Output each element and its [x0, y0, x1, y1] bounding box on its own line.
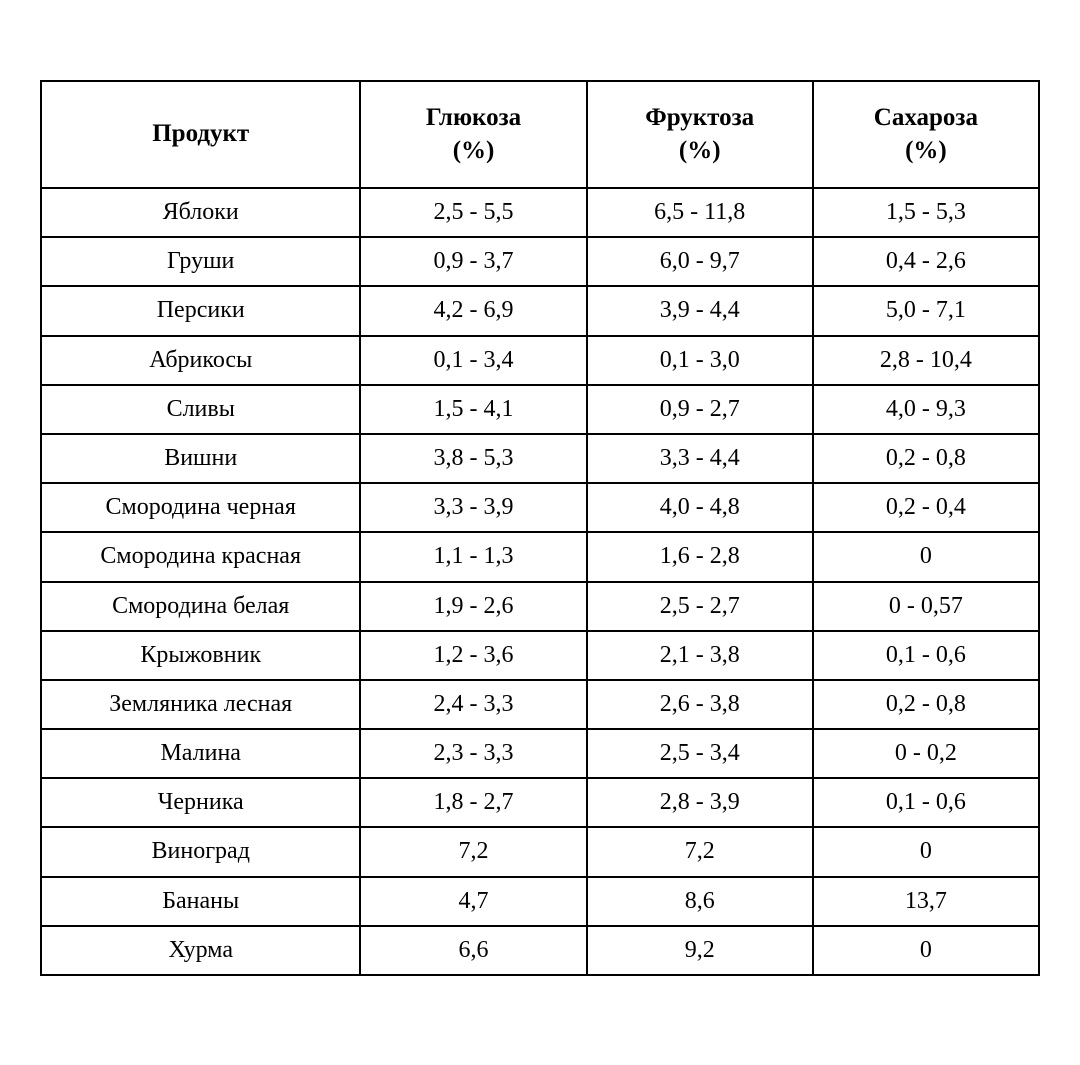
table-row: Абрикосы0,1 - 3,40,1 - 3,02,8 - 10,4: [41, 336, 1039, 385]
table-row: Смородина черная3,3 - 3,94,0 - 4,80,2 - …: [41, 483, 1039, 532]
table-row: Персики4,2 - 6,93,9 - 4,45,0 - 7,1: [41, 286, 1039, 335]
product-cell: Смородина белая: [41, 582, 360, 631]
value-cell: 7,2: [587, 827, 813, 876]
sugar-content-table: Продукт Глюкоза (%) Фруктоза (%) Сахароз…: [40, 80, 1040, 976]
product-cell: Малина: [41, 729, 360, 778]
value-cell: 0: [813, 532, 1039, 581]
value-cell: 0,2 - 0,8: [813, 680, 1039, 729]
header-glucose-unit: (%): [371, 135, 575, 168]
table-row: Черника1,8 - 2,72,8 - 3,90,1 - 0,6: [41, 778, 1039, 827]
value-cell: 2,5 - 3,4: [587, 729, 813, 778]
value-cell: 1,8 - 2,7: [360, 778, 586, 827]
value-cell: 5,0 - 7,1: [813, 286, 1039, 335]
value-cell: 2,8 - 10,4: [813, 336, 1039, 385]
product-cell: Смородина черная: [41, 483, 360, 532]
value-cell: 2,4 - 3,3: [360, 680, 586, 729]
product-cell: Вишни: [41, 434, 360, 483]
value-cell: 3,8 - 5,3: [360, 434, 586, 483]
table-row: Малина2,3 - 3,32,5 - 3,40 - 0,2: [41, 729, 1039, 778]
value-cell: 9,2: [587, 926, 813, 975]
value-cell: 6,6: [360, 926, 586, 975]
product-cell: Груши: [41, 237, 360, 286]
table-row: Хурма6,69,20: [41, 926, 1039, 975]
value-cell: 0,1 - 3,0: [587, 336, 813, 385]
product-cell: Виноград: [41, 827, 360, 876]
value-cell: 6,0 - 9,7: [587, 237, 813, 286]
value-cell: 0,2 - 0,8: [813, 434, 1039, 483]
value-cell: 6,5 - 11,8: [587, 188, 813, 237]
value-cell: 0,4 - 2,6: [813, 237, 1039, 286]
value-cell: 2,6 - 3,8: [587, 680, 813, 729]
value-cell: 4,0 - 9,3: [813, 385, 1039, 434]
value-cell: 2,3 - 3,3: [360, 729, 586, 778]
table-row: Яблоки2,5 - 5,56,5 - 11,81,5 - 5,3: [41, 188, 1039, 237]
table-row: Крыжовник1,2 - 3,62,1 - 3,80,1 - 0,6: [41, 631, 1039, 680]
header-fructose-label: Фруктоза: [645, 104, 754, 131]
table-body: Яблоки2,5 - 5,56,5 - 11,81,5 - 5,3Груши0…: [41, 188, 1039, 975]
product-cell: Хурма: [41, 926, 360, 975]
value-cell: 0 - 0,57: [813, 582, 1039, 631]
value-cell: 0: [813, 827, 1039, 876]
header-sucrose-unit: (%): [824, 135, 1028, 168]
product-cell: Земляника лесная: [41, 680, 360, 729]
header-sucrose-label: Сахароза: [874, 104, 978, 131]
value-cell: 8,6: [587, 877, 813, 926]
value-cell: 2,5 - 2,7: [587, 582, 813, 631]
value-cell: 0 - 0,2: [813, 729, 1039, 778]
product-cell: Персики: [41, 286, 360, 335]
value-cell: 1,2 - 3,6: [360, 631, 586, 680]
value-cell: 3,3 - 3,9: [360, 483, 586, 532]
header-row: Продукт Глюкоза (%) Фруктоза (%) Сахароз…: [41, 81, 1039, 188]
table-row: Смородина белая1,9 - 2,62,5 - 2,70 - 0,5…: [41, 582, 1039, 631]
header-sucrose: Сахароза (%): [813, 81, 1039, 188]
table-row: Земляника лесная2,4 - 3,32,6 - 3,80,2 - …: [41, 680, 1039, 729]
value-cell: 3,3 - 4,4: [587, 434, 813, 483]
value-cell: 4,2 - 6,9: [360, 286, 586, 335]
header-glucose: Глюкоза (%): [360, 81, 586, 188]
value-cell: 1,5 - 5,3: [813, 188, 1039, 237]
value-cell: 4,0 - 4,8: [587, 483, 813, 532]
value-cell: 1,1 - 1,3: [360, 532, 586, 581]
value-cell: 3,9 - 4,4: [587, 286, 813, 335]
header-fructose: Фруктоза (%): [587, 81, 813, 188]
product-cell: Смородина красная: [41, 532, 360, 581]
header-glucose-label: Глюкоза: [426, 104, 521, 131]
value-cell: 0,1 - 0,6: [813, 631, 1039, 680]
table-row: Смородина красная1,1 - 1,31,6 - 2,80: [41, 532, 1039, 581]
value-cell: 2,5 - 5,5: [360, 188, 586, 237]
value-cell: 0,9 - 3,7: [360, 237, 586, 286]
value-cell: 2,1 - 3,8: [587, 631, 813, 680]
value-cell: 1,5 - 4,1: [360, 385, 586, 434]
value-cell: 1,6 - 2,8: [587, 532, 813, 581]
product-cell: Яблоки: [41, 188, 360, 237]
value-cell: 13,7: [813, 877, 1039, 926]
header-product-label: Продукт: [152, 120, 249, 147]
value-cell: 0,2 - 0,4: [813, 483, 1039, 532]
product-cell: Абрикосы: [41, 336, 360, 385]
value-cell: 0,1 - 3,4: [360, 336, 586, 385]
product-cell: Бананы: [41, 877, 360, 926]
table-row: Виноград7,27,20: [41, 827, 1039, 876]
value-cell: 0,1 - 0,6: [813, 778, 1039, 827]
table-row: Вишни3,8 - 5,33,3 - 4,40,2 - 0,8: [41, 434, 1039, 483]
value-cell: 0: [813, 926, 1039, 975]
table-row: Бананы4,78,613,7: [41, 877, 1039, 926]
table-header: Продукт Глюкоза (%) Фруктоза (%) Сахароз…: [41, 81, 1039, 188]
header-product: Продукт: [41, 81, 360, 188]
table-row: Груши0,9 - 3,76,0 - 9,70,4 - 2,6: [41, 237, 1039, 286]
header-fructose-unit: (%): [598, 135, 802, 168]
value-cell: 7,2: [360, 827, 586, 876]
value-cell: 1,9 - 2,6: [360, 582, 586, 631]
value-cell: 4,7: [360, 877, 586, 926]
table-row: Сливы1,5 - 4,10,9 - 2,74,0 - 9,3: [41, 385, 1039, 434]
product-cell: Крыжовник: [41, 631, 360, 680]
value-cell: 0,9 - 2,7: [587, 385, 813, 434]
product-cell: Сливы: [41, 385, 360, 434]
value-cell: 2,8 - 3,9: [587, 778, 813, 827]
product-cell: Черника: [41, 778, 360, 827]
